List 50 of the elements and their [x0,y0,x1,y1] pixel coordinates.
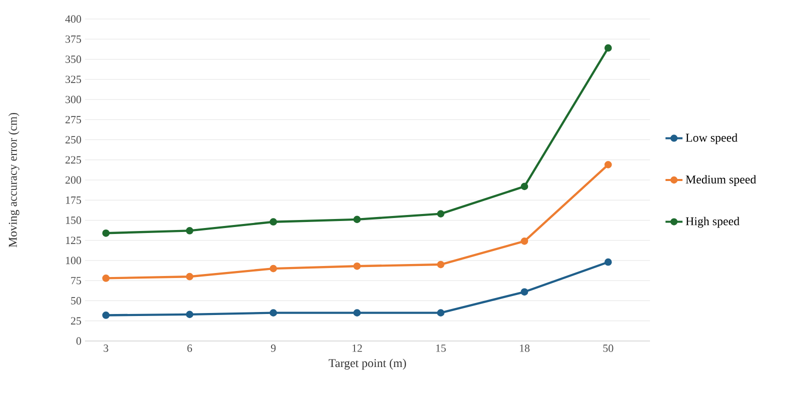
y-tick-label: 150 [66,216,82,224]
point [102,229,110,237]
point [437,210,444,218]
legend-label: Medium speed [686,175,756,186]
point [102,274,110,282]
point [186,227,194,234]
y-tick-label: 125 [66,236,82,244]
y-tick-label: 100 [66,256,82,264]
x-tick-label: 9 [270,344,276,352]
y-tick-label: 325 [66,76,82,84]
y-tick-label: 0 [76,337,82,345]
y-tick-label: 25 [71,317,82,325]
legend-label: High speed [686,216,740,228]
y-tick-label: 275 [66,116,82,124]
y-axis-title: Moving accuracy error (cm) [8,112,20,248]
x-tick-label: 18 [520,344,530,352]
y-tick-label: 400 [65,15,82,23]
point [604,258,612,266]
point [604,161,612,168]
point [102,312,110,319]
y-tick-label: 75 [71,276,82,284]
point [270,218,278,226]
x-tick-label: 12 [352,344,362,352]
y-tick-label: 250 [66,136,82,144]
point [604,44,612,52]
y-tick-label: 225 [66,156,82,164]
x-axis-title: Target point (m) [328,358,406,370]
y-tick-label: 200 [66,176,82,184]
point [353,309,361,317]
legend-label: Low speed [686,133,738,144]
x-tick-label: 3 [104,344,108,352]
point [437,309,444,317]
y-tick-label: 50 [71,297,82,304]
y-tick-label: 300 [66,96,82,104]
x-tick-label: 50 [603,344,614,352]
point [353,216,361,224]
point [270,264,278,272]
x-tick-label: 6 [187,344,192,352]
y-tick-label: 375 [66,35,82,43]
point [520,288,528,296]
point [186,272,194,280]
point [437,260,444,268]
y-tick-label: 175 [66,196,82,204]
point [520,182,528,190]
point [353,262,361,270]
point [186,310,194,318]
x-tick-label: 15 [436,344,446,352]
point [270,309,278,317]
y-tick-label: 350 [66,56,82,63]
point [520,237,528,245]
